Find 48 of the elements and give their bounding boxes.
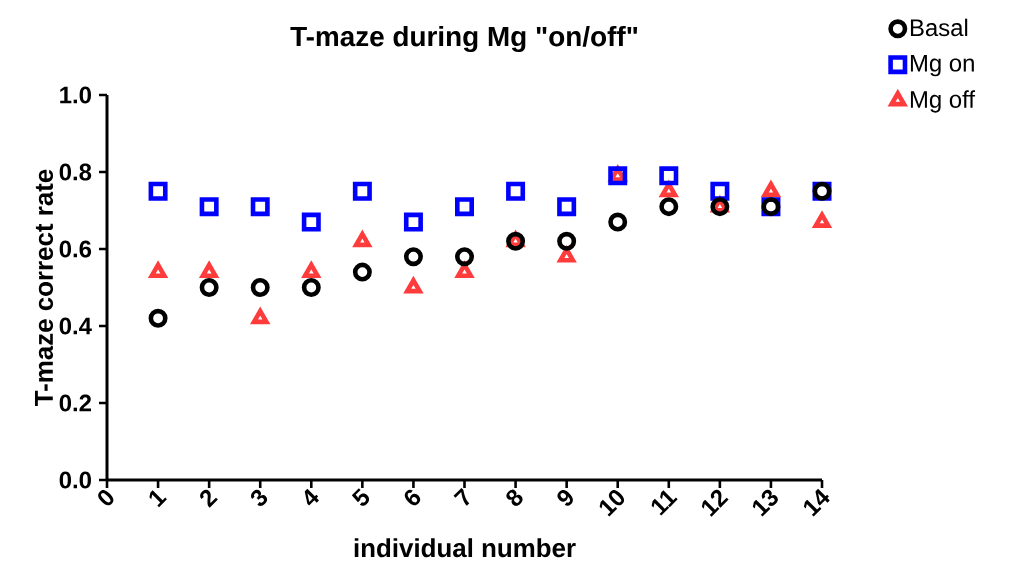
y-axis-title: T-maze correct rate — [34, 169, 54, 406]
x-tick-label: 9 — [557, 490, 573, 506]
x-tick-label: 3 — [251, 489, 268, 506]
y-tick-label: 0.2 — [59, 394, 92, 412]
x-tick-label: 14 — [803, 488, 830, 517]
y-tick-label: 0.8 — [59, 163, 92, 181]
x-tick-label: 11 — [651, 490, 678, 516]
x-tick-label: 0 — [98, 490, 114, 506]
x-tick-label: 12 — [701, 489, 729, 517]
y-tick-label: 1.0 — [60, 86, 91, 104]
x-axis-title: individual number — [354, 538, 576, 558]
x-tick-label: 13 — [752, 489, 778, 517]
point — [301, 212, 321, 232]
point — [148, 181, 168, 201]
point — [455, 247, 474, 267]
point — [148, 308, 168, 328]
chart-title: T-maze during Mg "on/off" — [290, 25, 638, 52]
y-tick-label: 0.0 — [59, 471, 91, 489]
point — [557, 197, 577, 217]
x-tick-label: 10 — [599, 490, 625, 517]
point — [608, 212, 628, 232]
point — [659, 166, 679, 186]
point — [710, 197, 730, 217]
y-tick-label: 0.4 — [59, 317, 92, 335]
x-tick-label: 2 — [200, 489, 218, 508]
point — [352, 262, 372, 282]
point — [352, 181, 372, 201]
x-tick-label: 4 — [304, 488, 319, 506]
point — [403, 212, 423, 232]
point — [199, 197, 219, 217]
legend-label: Basal — [910, 18, 968, 37]
y-tick-label: 0.6 — [59, 240, 92, 258]
x-tick-label: 7 — [453, 487, 470, 506]
x-tick-label: 5 — [351, 488, 370, 506]
x-tick-label: 8 — [506, 489, 523, 506]
x-tick-label: 6 — [404, 489, 421, 506]
x-tick-label: 1 — [149, 490, 167, 508]
point — [506, 181, 526, 201]
legend-label: Mg off — [910, 90, 976, 113]
point — [403, 247, 423, 267]
point — [250, 197, 270, 217]
point — [199, 278, 219, 297]
legend-label: Mg on — [910, 54, 974, 77]
point — [455, 197, 474, 217]
point — [301, 278, 321, 297]
point — [250, 278, 270, 297]
point — [557, 231, 577, 251]
point — [659, 197, 679, 217]
